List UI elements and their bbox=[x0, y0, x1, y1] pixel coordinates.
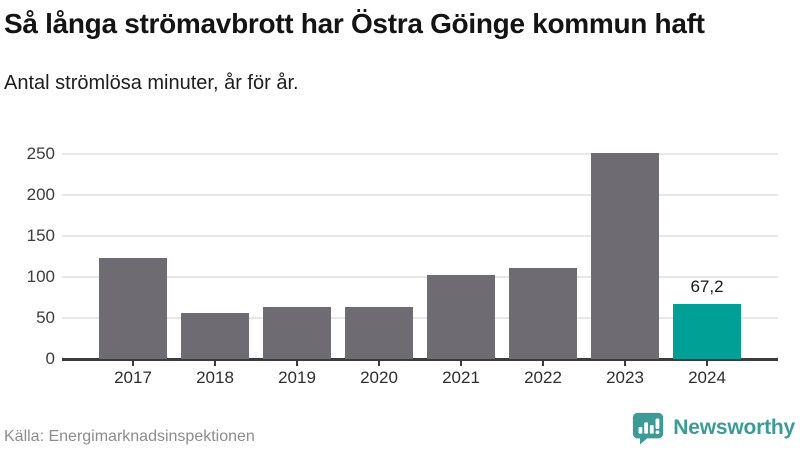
y-tick-label: 0 bbox=[45, 349, 55, 368]
gridline bbox=[62, 276, 778, 278]
x-axis-line bbox=[62, 358, 778, 361]
x-tick-label: 2020 bbox=[360, 368, 398, 387]
x-tick-mark bbox=[296, 360, 298, 366]
gridline bbox=[62, 317, 778, 319]
y-tick-label: 250 bbox=[26, 144, 55, 163]
highlight-value-label: 67,2 bbox=[690, 276, 724, 296]
x-tick-mark bbox=[214, 360, 216, 366]
newsworthy-logo[interactable]: Newsworthy bbox=[631, 410, 795, 446]
bar-2018 bbox=[181, 313, 249, 359]
bar-2017 bbox=[99, 258, 167, 359]
y-tick-label: 150 bbox=[26, 226, 55, 245]
bar-2023 bbox=[591, 153, 659, 359]
newsworthy-bubble-chart-icon bbox=[631, 411, 665, 445]
x-tick-label: 2023 bbox=[606, 368, 644, 387]
x-tick-mark bbox=[542, 360, 544, 366]
y-tick-label: 100 bbox=[26, 267, 55, 286]
x-tick-label: 2022 bbox=[524, 368, 562, 387]
gridline bbox=[62, 235, 778, 237]
y-axis-labels: 0 50 100 150 200 250 bbox=[0, 144, 55, 368]
x-tick-mark bbox=[706, 360, 708, 366]
x-tick-mark bbox=[132, 360, 134, 366]
source-text: Källa: Energimarknadsinspektionen bbox=[4, 428, 255, 445]
bar-2021 bbox=[427, 275, 495, 359]
bar-2024 bbox=[673, 303, 741, 359]
chart-subtitle: Antal strömlösa minuter, år för år. bbox=[4, 72, 299, 94]
x-tick-label: 2017 bbox=[114, 368, 152, 387]
x-tick-label: 2021 bbox=[442, 368, 480, 387]
bar-2019 bbox=[263, 307, 331, 359]
gridline bbox=[62, 194, 778, 196]
bar-2020 bbox=[345, 307, 413, 359]
newsworthy-wordmark: Newsworthy bbox=[673, 416, 795, 439]
bar-2022 bbox=[509, 267, 577, 359]
y-tick-label: 50 bbox=[36, 308, 55, 327]
chart-title: Så långa strömavbrott har Östra Göinge k… bbox=[4, 8, 705, 39]
x-tick-label: 2019 bbox=[278, 368, 316, 387]
gridline bbox=[62, 153, 778, 155]
x-tick-mark bbox=[624, 360, 626, 366]
x-tick-label: 2018 bbox=[196, 368, 234, 387]
x-tick-mark bbox=[460, 360, 462, 366]
x-tick-label: 2024 bbox=[688, 368, 726, 387]
x-tick-mark bbox=[378, 360, 380, 366]
plot-area: 2017 2018 2019 2020 2021 2022 2023 2024 67,2 bbox=[62, 153, 778, 387]
y-tick-label: 200 bbox=[26, 185, 55, 204]
